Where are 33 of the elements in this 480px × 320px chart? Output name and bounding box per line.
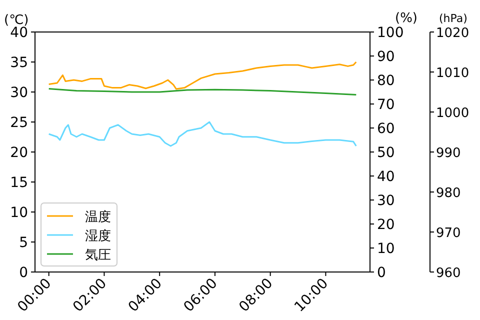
y3-tick-label: 1020 (436, 26, 470, 41)
y-tick-label: 40 (10, 25, 28, 41)
y-tick-label: 35 (10, 55, 28, 71)
y2-tick-label: 90 (377, 49, 395, 65)
legend-label: 温度 (85, 209, 111, 225)
y-tick-label: 10 (10, 205, 28, 221)
y2-tick-label: 10 (377, 241, 395, 257)
y2-tick-label: 60 (377, 121, 395, 137)
y3-tick-label: 990 (436, 146, 461, 161)
y3-tick-label: 970 (436, 226, 461, 241)
y-tick-label: 30 (10, 85, 28, 101)
y-tick-label: 0 (19, 265, 28, 281)
y-tick-label: 20 (10, 145, 28, 161)
y2-tick-label: 30 (377, 193, 395, 209)
y-tick-label: 15 (10, 175, 28, 191)
y3-tick-label: 1000 (436, 106, 470, 121)
y2-tick-label: 80 (377, 73, 395, 89)
y2-axis-title: (%) (395, 11, 418, 26)
y3-tick-label: 980 (436, 186, 461, 201)
y3-axis-title: (hPa) (439, 12, 468, 25)
y3-tick-label: 1010 (436, 66, 470, 81)
y3-tick-label: 960 (436, 266, 461, 281)
y2-tick-label: 70 (377, 97, 395, 113)
y-tick-label: 5 (19, 235, 28, 251)
y2-tick-label: 50 (377, 145, 395, 161)
y-tick-label: 25 (10, 115, 28, 131)
y2-tick-label: 20 (377, 217, 395, 233)
y-axis-title: (℃) (4, 13, 29, 28)
y2-tick-label: 0 (377, 265, 386, 281)
legend-label: 湿度 (85, 228, 111, 244)
y2-tick-label: 40 (377, 169, 395, 185)
y2-tick-label: 100 (377, 25, 404, 41)
legend-label: 気圧 (85, 248, 111, 263)
